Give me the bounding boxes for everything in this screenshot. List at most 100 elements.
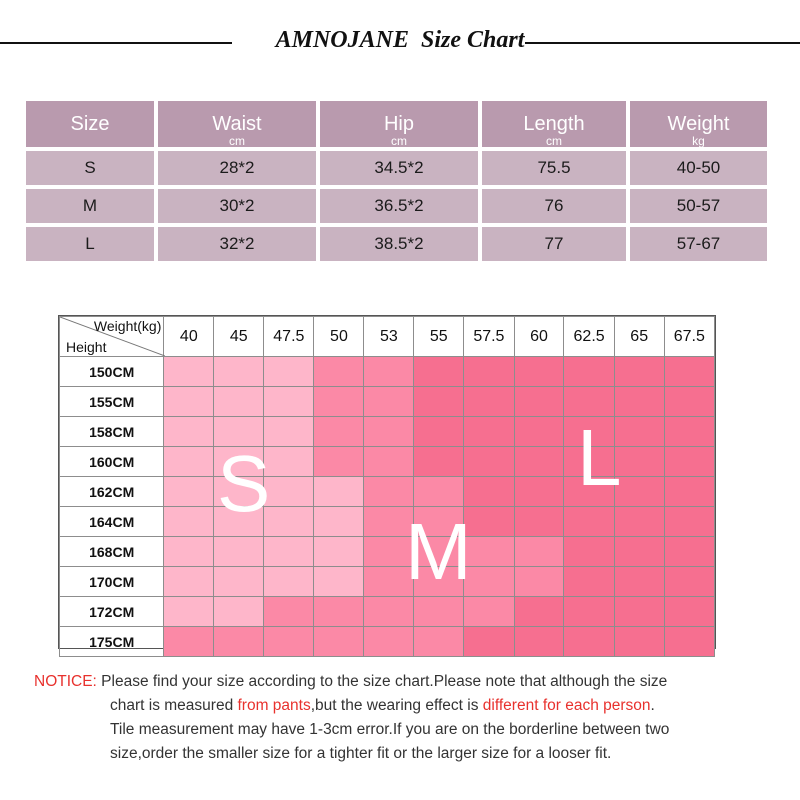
grid-cell (263, 566, 315, 597)
grid-cell (613, 596, 665, 627)
grid-cell (513, 386, 565, 417)
cell-size: S (26, 151, 154, 185)
grid-cell (613, 506, 665, 537)
grid-cell (163, 386, 215, 417)
grid-cell (513, 476, 565, 507)
cell-weight: 40-50 (630, 151, 767, 185)
grid-cell (513, 416, 565, 447)
weight-header: 40 (163, 316, 215, 357)
height-label: 170CM (58, 566, 165, 597)
grid-cell (663, 506, 716, 537)
grid-cell (663, 476, 716, 507)
grid-cell (213, 566, 265, 597)
grid-cell (313, 416, 365, 447)
grid-cell (563, 446, 615, 477)
grid-cell (313, 536, 365, 567)
grid-cell (263, 356, 315, 387)
weight-header: 62.5 (563, 316, 615, 357)
grid-cell (613, 566, 665, 597)
grid-cell (213, 446, 265, 477)
grid-cell (663, 356, 716, 387)
grid-cell (413, 626, 465, 657)
notice-text-3: ,but the wearing effect is (310, 697, 483, 714)
height-label: 160CM (58, 446, 165, 477)
cell-weight: 50-57 (630, 189, 767, 223)
grid-cell (663, 446, 716, 477)
grid-row: 155CM (58, 386, 716, 417)
cell-weight: 57-67 (630, 227, 767, 261)
grid-cell (563, 626, 615, 657)
grid-cell (213, 536, 265, 567)
grid-cell (363, 626, 415, 657)
grid-cell (513, 356, 565, 387)
corner-weight-label: Weight(kg) (93, 318, 162, 334)
table-row: M 30*2 36.5*2 76 50-57 (26, 189, 767, 223)
corner-diagonal (60, 317, 165, 356)
grid-cell (413, 386, 465, 417)
grid-cell (463, 386, 515, 417)
grid-cell (663, 386, 716, 417)
grid-cell (213, 476, 265, 507)
header-length: Length cm (482, 101, 626, 147)
header-weight: Weight kg (630, 101, 767, 147)
grid-cell (363, 596, 415, 627)
header-waist: Waist cm (158, 101, 316, 147)
grid-cell (313, 446, 365, 477)
grid-cell (313, 626, 365, 657)
cell-hip: 34.5*2 (320, 151, 478, 185)
grid-cell (613, 386, 665, 417)
grid-cell (163, 626, 215, 657)
title-divider-left (0, 42, 232, 44)
weight-header: 67.5 (663, 316, 716, 357)
grid-cell (563, 506, 615, 537)
grid-cell (663, 566, 716, 597)
grid-cell (613, 626, 665, 657)
grid-cell (363, 566, 415, 597)
grid-cell (463, 416, 515, 447)
grid-table: Weight(kg) Height 40 45 47.5 50 53 55 57.5 60 62… (58, 316, 716, 657)
notice: NOTICE: Please find your size according … (34, 670, 774, 766)
height-label: 168CM (58, 536, 165, 567)
grid-cell (163, 596, 215, 627)
grid-row: 150CM (58, 356, 716, 387)
grid-cell (413, 416, 465, 447)
cell-hip: 36.5*2 (320, 189, 478, 223)
grid-cell (363, 476, 415, 507)
grid-cell (463, 596, 515, 627)
grid-cell (513, 506, 565, 537)
grid-cell (213, 356, 265, 387)
cell-waist: 32*2 (158, 227, 316, 261)
weight-header: 55 (413, 316, 465, 357)
grid-cell (513, 596, 565, 627)
header-size: Size (26, 101, 154, 147)
grid-cell (663, 416, 716, 447)
size-table: Size Waist cm Hip cm Length cm Weight kg S 2… (26, 101, 767, 265)
height-label: 164CM (58, 506, 165, 537)
grid-cell (563, 536, 615, 567)
grid-row: 162CM (58, 476, 716, 507)
grid-cell (563, 356, 615, 387)
notice-indent: chart is measured from pants,but the wea… (34, 694, 774, 766)
grid-cell (213, 596, 265, 627)
height-label: 175CM (58, 626, 165, 657)
grid-cell (413, 596, 465, 627)
grid-cell (463, 566, 515, 597)
grid-cell (363, 446, 415, 477)
notice-text-4: . (650, 697, 655, 714)
grid-cell (163, 536, 215, 567)
table-row: L 32*2 38.5*2 77 57-67 (26, 227, 767, 261)
grid-cell (163, 476, 215, 507)
header-hip: Hip cm (320, 101, 478, 147)
grid-cell (363, 416, 415, 447)
height-weight-grid: Weight(kg) Height 40 45 47.5 50 53 55 57.5 60 62… (58, 315, 716, 657)
grid-cell (563, 386, 615, 417)
grid-cell (363, 536, 415, 567)
grid-cell (663, 536, 716, 567)
title-divider-right (525, 42, 800, 44)
grid-cell (213, 626, 265, 657)
cell-length: 75.5 (482, 151, 626, 185)
grid-cell (563, 416, 615, 447)
grid-row: 160CM (58, 446, 716, 477)
grid-cell (513, 626, 565, 657)
grid-cell (613, 446, 665, 477)
